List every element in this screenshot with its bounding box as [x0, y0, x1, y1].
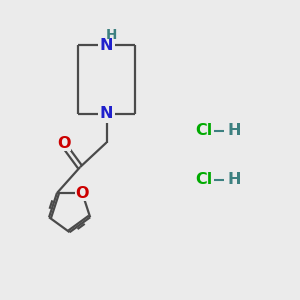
- Text: N: N: [100, 106, 113, 122]
- Text: H: H: [227, 172, 241, 188]
- Text: Cl: Cl: [195, 172, 212, 188]
- Text: Cl: Cl: [195, 123, 212, 138]
- Text: H: H: [106, 28, 118, 42]
- Text: N: N: [100, 38, 113, 52]
- Text: O: O: [57, 136, 70, 151]
- Text: O: O: [76, 186, 89, 201]
- Text: H: H: [227, 123, 241, 138]
